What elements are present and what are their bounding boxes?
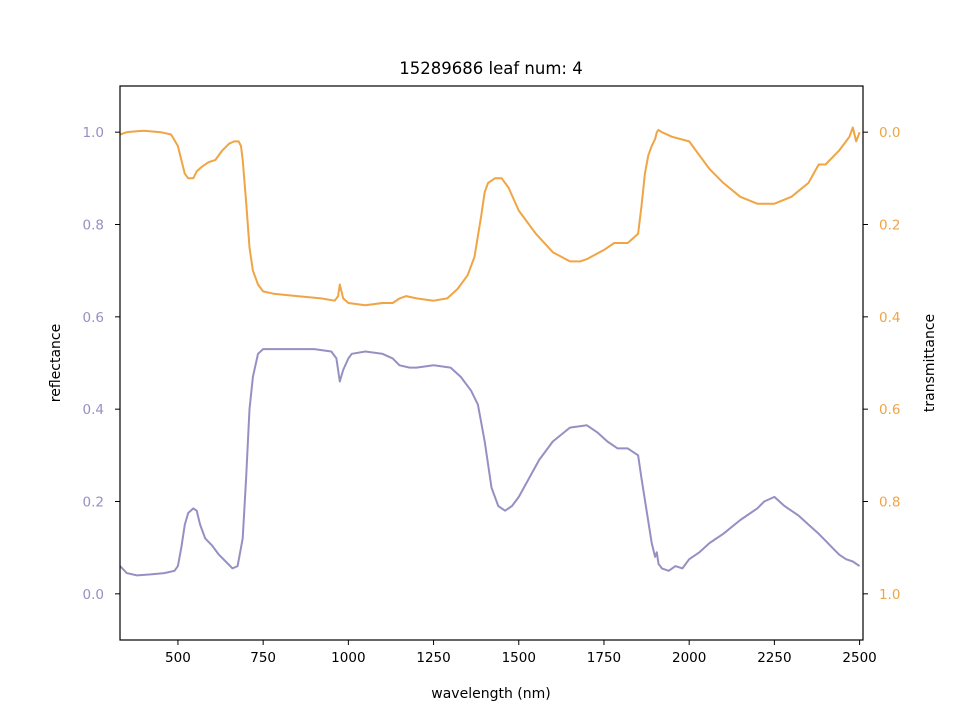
series-line-left — [119, 348, 861, 577]
x-tick-label: 1500 — [502, 650, 536, 666]
x-tick-label: 2000 — [672, 650, 706, 666]
series-line-right — [119, 126, 861, 307]
plot-frame — [119, 85, 864, 641]
x-tick-label: 500 — [165, 650, 191, 666]
x-tick-label: 1750 — [587, 650, 621, 666]
x-tick-label: 1000 — [331, 650, 365, 666]
left-tick-label: 0.6 — [83, 310, 104, 326]
x-tick-label: 2500 — [842, 650, 876, 666]
left-tick-label: 0.2 — [83, 495, 104, 511]
plot-lines — [119, 126, 861, 577]
left-tick-label: 0.4 — [83, 402, 104, 418]
x-tick-label: 1250 — [416, 650, 450, 666]
x-tick-label: 2250 — [757, 650, 791, 666]
right-axis-label: transmittance — [922, 314, 938, 412]
right-tick-label: 0.2 — [879, 218, 900, 234]
chart-title: 15289686 leaf num: 4 — [399, 59, 582, 78]
right-tick-label: 0.0 — [879, 125, 900, 141]
right-tick-label: 0.8 — [879, 495, 900, 511]
x-axis-label: wavelength (nm) — [431, 686, 550, 702]
left-axis-label: reflectance — [48, 324, 64, 402]
right-tick-label: 0.4 — [879, 310, 900, 326]
left-tick-label: 0.8 — [83, 218, 104, 234]
right-tick-label: 1.0 — [879, 587, 900, 603]
left-tick-label: 0.0 — [83, 587, 104, 603]
left-tick-label: 1.0 — [83, 125, 104, 141]
x-tick-label: 750 — [250, 650, 276, 666]
left-axis-ticks: 0.0 0.2 0.4 0.6 0.8 1.0 — [83, 125, 120, 603]
x-axis-ticks: 500 750 1000 1250 1500 1750 2000 2250 2500 — [165, 640, 877, 666]
right-axis-ticks: 0.0 0.2 0.4 0.6 0.8 1.0 — [863, 125, 900, 603]
right-tick-label: 0.6 — [879, 402, 900, 418]
